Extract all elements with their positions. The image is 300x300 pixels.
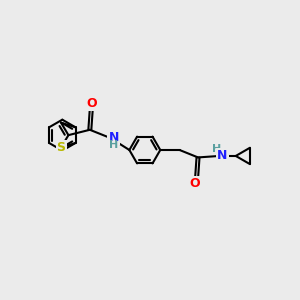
Text: H: H <box>212 144 221 154</box>
Text: O: O <box>190 177 200 190</box>
Text: N: N <box>108 131 119 144</box>
Text: S: S <box>56 141 65 154</box>
Text: H: H <box>109 140 118 150</box>
Text: O: O <box>86 98 97 110</box>
Text: N: N <box>217 149 228 162</box>
